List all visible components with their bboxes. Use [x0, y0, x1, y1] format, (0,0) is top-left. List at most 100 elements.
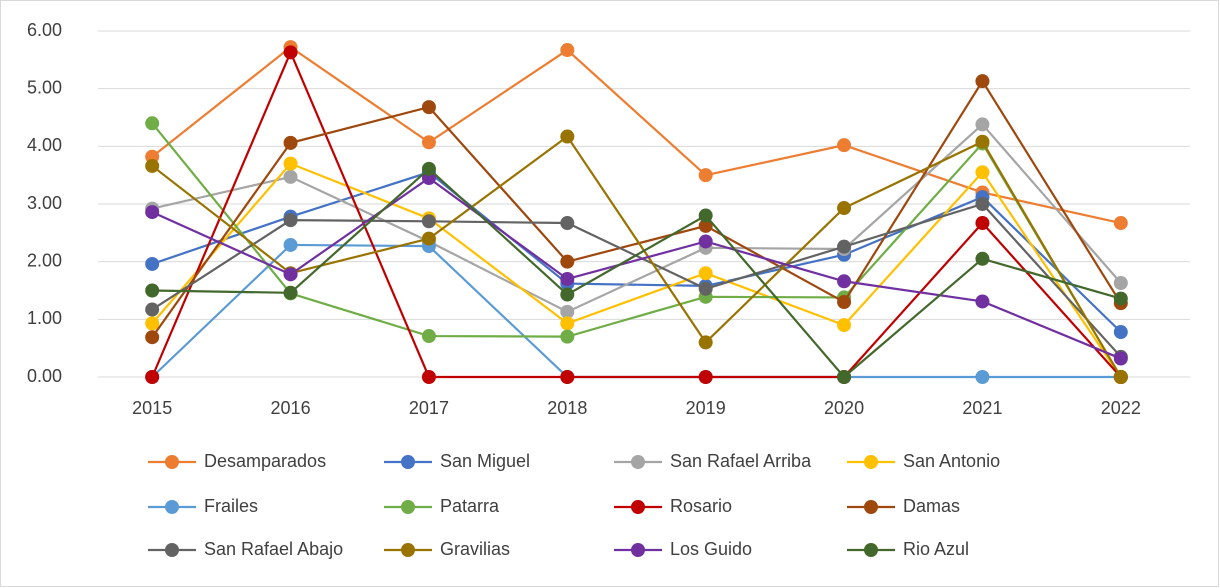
point	[421, 231, 436, 246]
legend-label: San Rafael Arriba	[670, 451, 812, 471]
point	[283, 169, 298, 184]
point	[698, 281, 713, 296]
legend-marker	[864, 455, 878, 469]
point	[145, 316, 160, 331]
legend-marker	[631, 500, 645, 514]
series-line	[151, 134, 1122, 378]
point	[975, 216, 990, 231]
legend-marker	[401, 455, 415, 469]
point	[560, 216, 575, 231]
point	[145, 370, 160, 384]
point	[145, 158, 160, 173]
y-tick-label: 3.00	[27, 193, 62, 213]
series-line	[151, 176, 1122, 360]
point	[1113, 291, 1128, 306]
x-tick-label: 2017	[409, 398, 449, 418]
point	[837, 295, 852, 310]
legend-label: Los Guido	[670, 539, 752, 559]
legend-label: Frailes	[204, 496, 258, 516]
point	[283, 213, 298, 228]
point	[421, 135, 436, 150]
point	[145, 330, 160, 345]
point	[975, 197, 990, 211]
legend-marker	[165, 543, 179, 557]
legend-label: Patarra	[440, 496, 500, 516]
point	[975, 117, 990, 132]
point	[560, 287, 575, 302]
legend-label: Gravilias	[440, 539, 510, 559]
point	[145, 205, 160, 220]
legend-marker	[401, 543, 415, 557]
point	[698, 208, 713, 223]
point	[698, 370, 713, 384]
series-line	[151, 122, 1122, 378]
point	[560, 43, 575, 58]
point	[421, 161, 436, 176]
point	[837, 138, 852, 153]
point	[283, 267, 298, 282]
point	[560, 271, 575, 286]
legend-label: San Rafael Abajo	[204, 539, 343, 559]
legend-marker	[631, 543, 645, 557]
point	[837, 239, 852, 254]
point	[283, 45, 298, 60]
legend-marker	[864, 543, 878, 557]
point	[421, 370, 436, 384]
x-tick-label: 2016	[271, 398, 311, 418]
point	[421, 214, 436, 229]
legend-marker	[864, 500, 878, 514]
point	[698, 266, 713, 281]
point	[1113, 370, 1128, 384]
point	[1113, 325, 1128, 340]
legend-label: Rosario	[670, 496, 732, 516]
point	[560, 370, 575, 384]
series-line	[151, 162, 1122, 378]
x-tick-label: 2021	[962, 398, 1002, 418]
point	[975, 251, 990, 266]
x-tick-label: 2022	[1101, 398, 1141, 418]
legend-label: Damas	[903, 496, 960, 516]
legend-label: Rio Azul	[903, 539, 969, 559]
point	[975, 165, 990, 180]
point	[698, 234, 713, 249]
point	[837, 370, 852, 384]
x-tick-label: 2020	[824, 398, 864, 418]
y-tick-label: 0.00	[27, 366, 62, 386]
point	[1113, 216, 1128, 231]
point	[560, 129, 575, 144]
point	[283, 156, 298, 171]
point	[1113, 351, 1128, 366]
point	[698, 218, 713, 233]
point	[837, 274, 852, 289]
point	[283, 285, 298, 300]
series-line	[152, 167, 1122, 379]
point	[145, 256, 160, 271]
point	[975, 74, 990, 89]
legend-marker	[401, 500, 415, 514]
point	[837, 201, 852, 216]
legend-marker	[631, 455, 645, 469]
point	[698, 335, 713, 350]
y-tick-label: 2.00	[27, 250, 62, 270]
y-tick-label: 6.00	[27, 20, 62, 40]
legend-marker	[165, 500, 179, 514]
point	[698, 168, 713, 183]
point	[145, 116, 160, 131]
series-line	[151, 79, 1122, 338]
legend-label: San Antonio	[903, 451, 1000, 471]
x-tick-label: 2018	[547, 398, 587, 418]
point	[975, 370, 990, 384]
point	[837, 318, 852, 333]
y-tick-label: 4.00	[27, 135, 62, 155]
legend-marker	[165, 455, 179, 469]
point	[560, 254, 575, 269]
point	[560, 316, 575, 331]
x-tick-label: 2015	[132, 398, 172, 418]
series-line	[151, 49, 1122, 379]
series-line	[151, 171, 1122, 333]
point	[283, 135, 298, 150]
point	[421, 100, 436, 115]
y-tick-label: 5.00	[27, 77, 62, 97]
x-tick-label: 2019	[686, 398, 726, 418]
point	[560, 329, 575, 344]
